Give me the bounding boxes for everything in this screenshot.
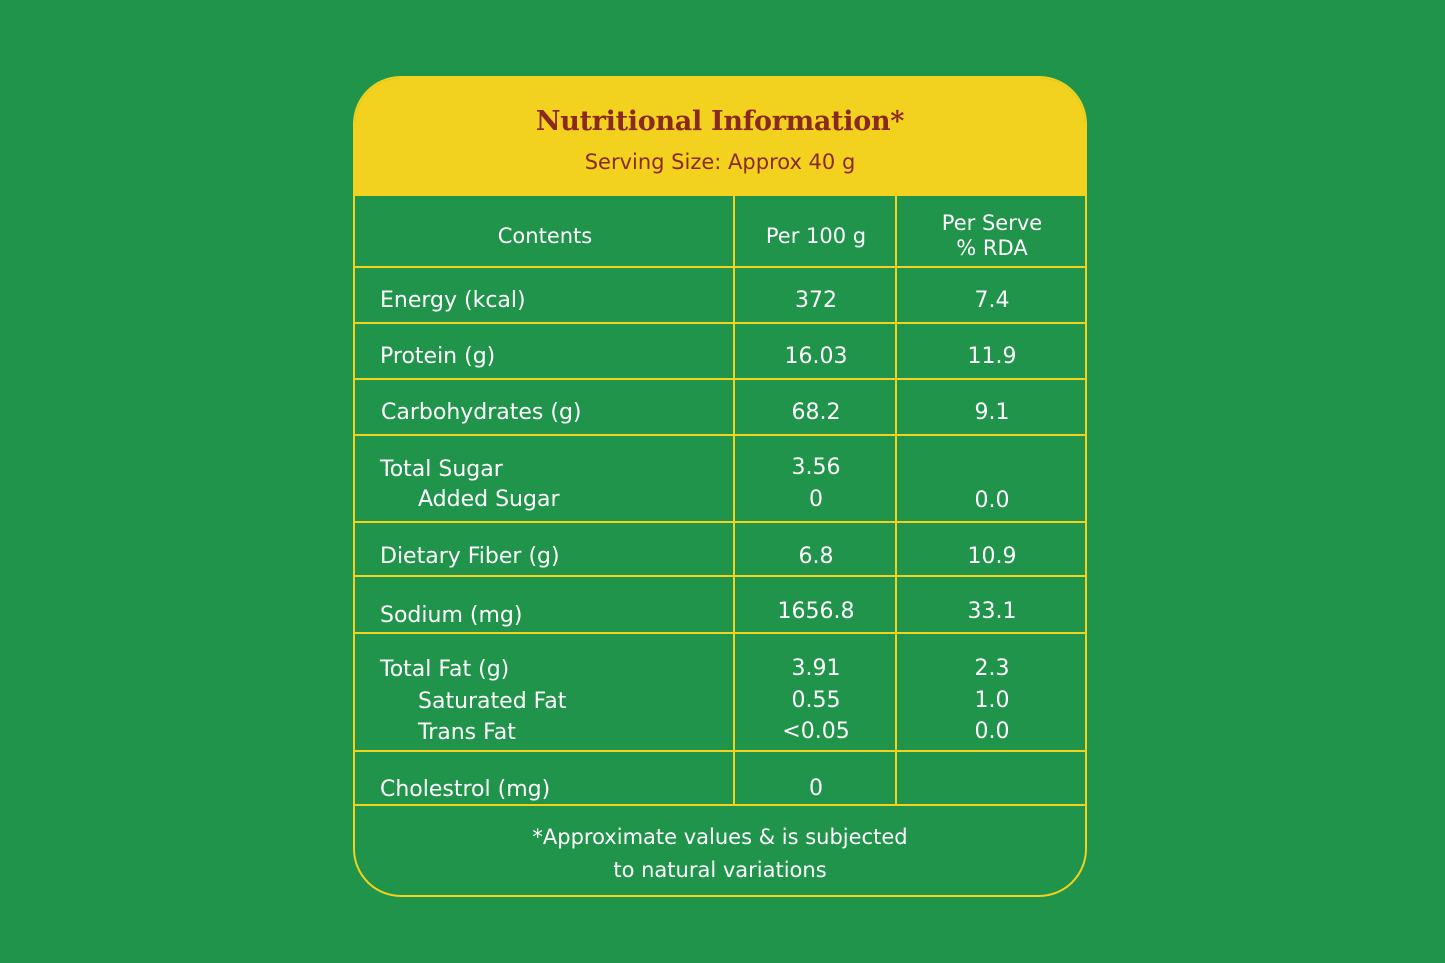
row-label: Sodium (mg): [380, 603, 523, 628]
panel-title: Nutritional Information*: [535, 106, 905, 137]
sub-row-label: Saturated Fat: [418, 689, 567, 714]
rda-value: 1.0: [974, 688, 1010, 713]
row-label: Cholestrol (mg): [380, 777, 551, 802]
per-100g-value: 0: [809, 487, 823, 512]
per-100g-value: <0.05: [782, 719, 850, 744]
column-header-contents: Contents: [497, 224, 593, 248]
row-divider: [355, 434, 1085, 436]
row-label: Protein (g): [380, 344, 496, 369]
row-divider: [355, 804, 1085, 806]
row-divider: [355, 575, 1085, 577]
sub-row-label: Trans Fat: [418, 720, 516, 745]
row-label: Total Fat (g): [380, 657, 510, 682]
rda-value: 0.0: [974, 719, 1010, 744]
nutrition-panel: Nutritional Information* Serving Size: A…: [353, 76, 1087, 897]
row-label: Dietary Fiber (g): [380, 544, 560, 569]
column-header-per-100g: Per 100 g: [765, 224, 867, 248]
rda-value: 10.9: [967, 544, 1017, 569]
row-divider: [355, 632, 1085, 634]
row-label: Energy (kcal): [380, 288, 526, 313]
row-divider: [355, 750, 1085, 752]
sub-row-label: Added Sugar: [418, 487, 560, 512]
per-100g-value: 16.03: [784, 344, 848, 369]
rda-value: 0.0: [974, 488, 1010, 513]
row-divider: [355, 521, 1085, 523]
per-100g-value: 3.91: [791, 656, 841, 681]
row-divider: [355, 378, 1085, 380]
footnote: *Approximate values & is subjected to na…: [355, 821, 1085, 887]
rda-value: 2.3: [974, 656, 1010, 681]
rda-value: 7.4: [974, 288, 1010, 313]
column-divider: [895, 196, 897, 806]
per-100g-value: 68.2: [791, 400, 841, 425]
rda-value: 33.1: [967, 599, 1017, 624]
serving-size: Serving Size: Approx 40 g: [584, 150, 856, 174]
per-100g-value: 3.56: [791, 455, 841, 480]
column-header-rda: Per Serve % RDA: [941, 211, 1043, 260]
per-100g-value: 0.55: [791, 688, 841, 713]
rda-value: 9.1: [974, 400, 1010, 425]
footnote-line-2: to natural variations: [613, 858, 827, 882]
row-label: Carbohydrates (g): [381, 400, 582, 425]
rda-value: 11.9: [967, 344, 1017, 369]
column-divider: [733, 196, 735, 806]
panel-header: Nutritional Information* Serving Size: A…: [355, 78, 1085, 196]
per-100g-value: 0: [809, 776, 823, 801]
row-divider: [355, 266, 1085, 268]
per-100g-value: 1656.8: [777, 599, 855, 624]
row-label: Total Sugar: [380, 457, 503, 482]
row-divider: [355, 322, 1085, 324]
per-100g-value: 6.8: [798, 544, 834, 569]
per-100g-value: 372: [795, 288, 837, 313]
footnote-line-1: *Approximate values & is subjected: [532, 825, 908, 849]
